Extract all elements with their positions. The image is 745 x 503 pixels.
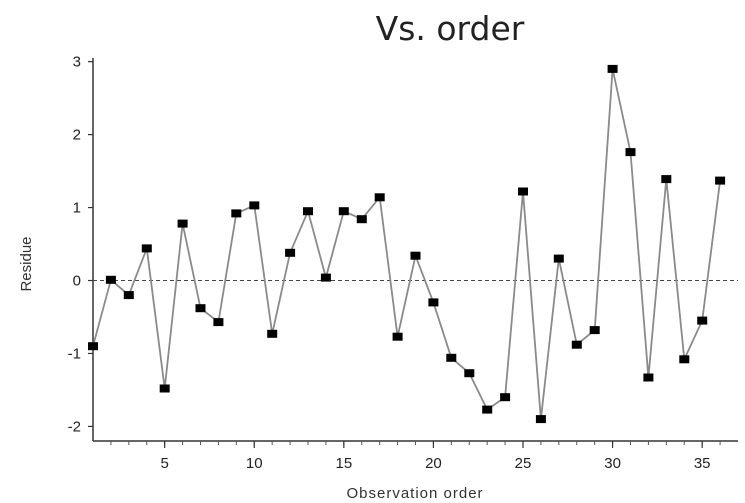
- data-point-marker: [231, 209, 242, 218]
- data-point-marker: [374, 193, 385, 202]
- data-point-marker: [661, 175, 672, 184]
- y-tick-label: 0: [73, 273, 81, 290]
- y-tick-label: 2: [73, 127, 81, 144]
- x-tick-label: 20: [425, 455, 442, 472]
- y-tick-label: 1: [73, 200, 81, 217]
- x-tick-label: 5: [160, 455, 168, 472]
- data-point-marker: [177, 219, 188, 228]
- data-point-marker: [715, 176, 726, 185]
- data-point-marker: [643, 373, 654, 382]
- data-point-marker: [88, 342, 98, 351]
- y-axis-label: Residue: [18, 236, 35, 291]
- data-point-marker: [679, 355, 690, 364]
- data-point-marker: [392, 332, 403, 341]
- data-point-marker: [500, 393, 511, 402]
- data-point-marker: [338, 207, 349, 216]
- x-tick-label: 35: [694, 455, 711, 472]
- data-point-marker: [535, 415, 546, 424]
- data-point-marker: [105, 275, 116, 284]
- data-point-marker: [356, 215, 367, 224]
- data-point-marker: [607, 64, 618, 73]
- y-tick-label: -1: [68, 345, 81, 362]
- data-point-marker: [410, 251, 421, 260]
- data-point-marker: [249, 201, 260, 210]
- x-tick-label: 30: [604, 455, 621, 472]
- data-point-marker: [518, 187, 528, 196]
- x-tick-label: 25: [515, 455, 532, 472]
- data-point-marker: [625, 148, 636, 157]
- data-point-marker: [553, 254, 564, 263]
- data-point-marker: [320, 273, 331, 282]
- data-point-marker: [159, 384, 170, 393]
- data-point-marker: [446, 353, 457, 362]
- y-tick-label: -2: [68, 418, 81, 435]
- data-point-marker: [589, 326, 600, 335]
- data-point-marker: [571, 340, 582, 349]
- data-point-marker: [482, 405, 493, 414]
- x-tick-label: 15: [335, 455, 352, 472]
- data-point-marker: [213, 318, 224, 327]
- data-point-marker: [285, 248, 296, 257]
- residual-series-line: [92, 68, 721, 421]
- data-point-marker: [428, 298, 439, 307]
- x-tick-label: 10: [246, 455, 263, 472]
- data-point-marker: [464, 369, 475, 378]
- data-point-marker: [267, 329, 278, 338]
- data-point-marker: [195, 304, 206, 313]
- data-point-marker: [123, 291, 134, 300]
- data-point-marker: [141, 244, 152, 253]
- data-point-marker: [697, 316, 708, 325]
- chart-title: Vs. order: [376, 9, 525, 48]
- x-axis-label: Observation order: [346, 485, 483, 502]
- y-tick-label: 3: [73, 54, 81, 71]
- data-point-marker: [303, 207, 313, 216]
